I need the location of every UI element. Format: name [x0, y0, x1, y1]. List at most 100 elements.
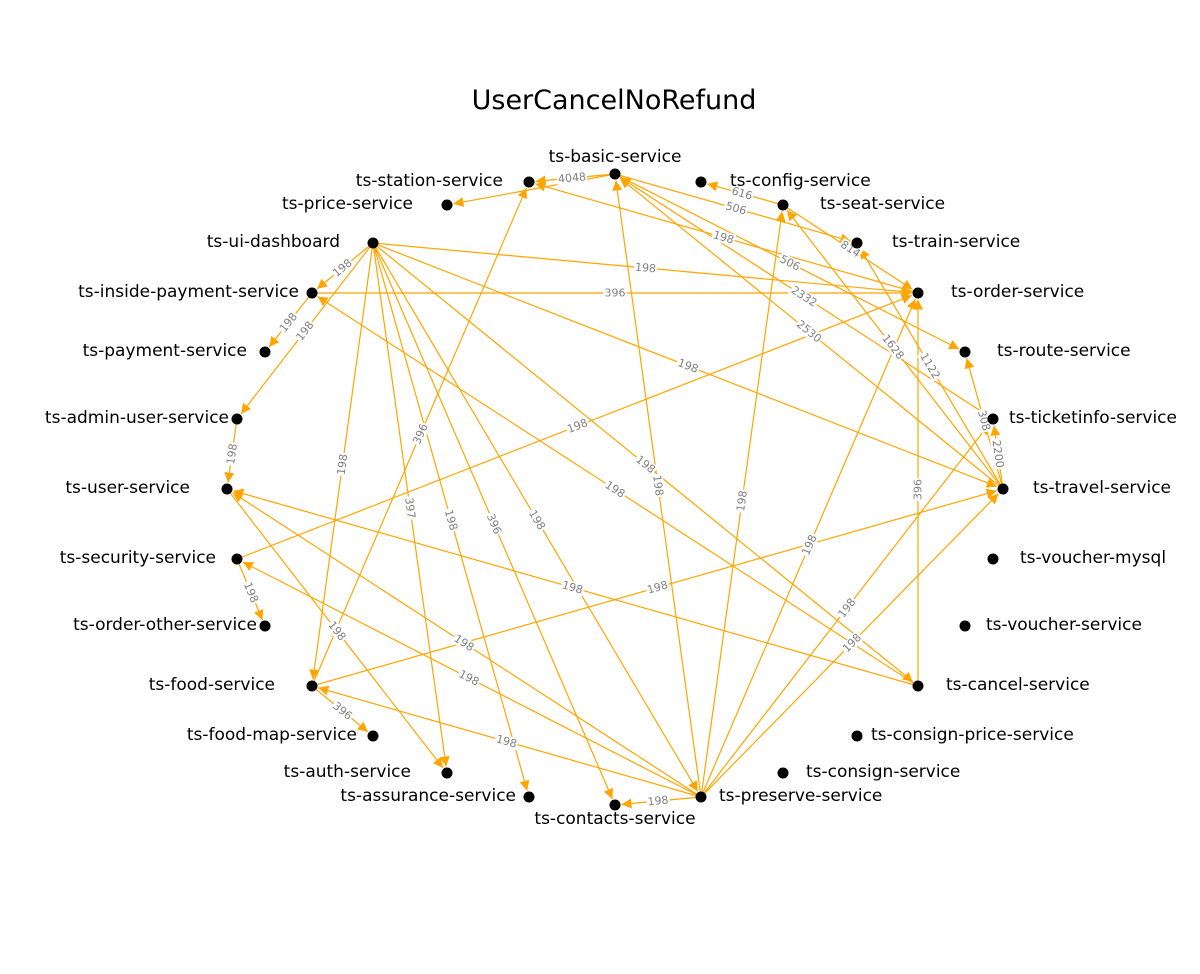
edge-label-background [334, 452, 351, 477]
edge-label-background [224, 441, 240, 467]
edge-label-background [564, 416, 591, 436]
node-contacts [609, 799, 621, 811]
edge-label-group: 198 [334, 452, 351, 477]
node-cancel [912, 680, 924, 692]
edge-label-group: 198 [525, 507, 549, 533]
edge-label-preserve-to-basic: 198 [650, 474, 666, 497]
edge-label-background [729, 184, 755, 203]
node-label-insidepay: ts-inside-payment-service [78, 282, 299, 302]
node-label-ui: ts-ui-dashboard [207, 232, 340, 252]
edge-label-group: 1122 [917, 350, 943, 382]
edge-label-background [493, 732, 520, 751]
edge-label-travel-to-train: 1122 [917, 351, 942, 382]
edge-label-ui-to-admin: 198 [293, 319, 316, 344]
edge-label-group: 396 [603, 287, 627, 300]
edge-label-group: 198 [493, 732, 520, 751]
edge-label-background [456, 667, 482, 689]
edge-label-background [525, 507, 549, 533]
edge-label-group: 198 [325, 618, 349, 644]
edge-label-ui-to-food: 198 [335, 453, 351, 476]
edge-label-cancel-to-insidepay: 198 [603, 478, 628, 500]
edge-label-background [442, 507, 460, 533]
edge-label-seat-to-config: 616 [730, 184, 754, 202]
edge-label-group: 198 [835, 595, 859, 621]
edge-label-admin-to-user: 198 [224, 443, 240, 466]
node-route [959, 346, 971, 358]
edge-label-travel-to-ticketinfo: 2200 [990, 439, 1007, 469]
node-label-security: ts-security-service [60, 548, 216, 568]
edge-label-preserve-to-ticketinfo: 198 [835, 596, 858, 621]
node-label-ticketinfo: ts-ticketinfo-service [1009, 408, 1177, 428]
edge-label-background [632, 452, 659, 477]
edge-label-group: 397 [402, 495, 418, 521]
edge-label-background [410, 421, 431, 447]
edge-label-background [241, 579, 261, 606]
edge-label-group: 198 [645, 793, 671, 809]
edge-label-group: 2530 [793, 317, 825, 346]
node-label-order: ts-order-service [951, 282, 1084, 302]
edge-label-group: 198 [675, 356, 701, 376]
node-label-food: ts-food-service [149, 675, 275, 695]
edge-label-ui-to-auth: 397 [402, 497, 418, 520]
edge-label-background [329, 256, 356, 280]
node-label-route: ts-route-service [997, 341, 1131, 361]
node-price [441, 199, 453, 211]
node-label-payment: ts-payment-service [83, 341, 247, 361]
node-vmysql [987, 553, 999, 565]
edge-label-group: 198 [224, 441, 240, 467]
node-label-preserve: ts-preserve-service [719, 786, 882, 806]
node-label-user: ts-user-service [65, 478, 190, 498]
node-foodmap [367, 730, 379, 742]
edge-label-group: 2200 [989, 438, 1007, 470]
edge-label-basic-to-station: 4048 [557, 170, 586, 186]
edge-label-group: 396 [329, 699, 356, 723]
node-security [231, 553, 243, 565]
edge-label-background [276, 309, 301, 336]
nodes-layer: ts-basic-service ts-station-service ts-con… [45, 147, 1177, 829]
edge-label-background [325, 618, 349, 644]
node-assurance [523, 791, 535, 803]
edge-label-group: 2332 [788, 283, 820, 310]
edge-label-background [837, 237, 864, 261]
edge-label-background [879, 331, 907, 363]
edge-label-group: 506 [723, 199, 749, 218]
edge-label-group: 396 [410, 421, 431, 447]
edge-label-background [602, 478, 628, 501]
edge-labels-layer: 4048506506616814198253016281122308220023… [224, 170, 1007, 809]
edge-label-background [483, 511, 505, 537]
node-train [851, 237, 863, 249]
node-orderother [259, 620, 271, 632]
edge-label-group: 198 [799, 532, 820, 558]
edge-label-background [329, 699, 356, 723]
edge-label-group: 198 [442, 507, 460, 533]
node-basic [609, 168, 621, 180]
edge-label-group: 198 [559, 578, 586, 597]
edge-label-background [633, 260, 658, 276]
graph-title: UserCancelNoRefund [472, 85, 757, 116]
node-label-contacts: ts-contacts-service [534, 809, 695, 829]
edge-label-group: 506 [777, 252, 803, 274]
node-payment [259, 346, 271, 358]
edge-label-cancel-to-user: 198 [561, 578, 585, 596]
edge-label-background [799, 532, 820, 558]
edge-label-background [989, 438, 1007, 470]
node-label-voucher: ts-voucher-service [986, 615, 1142, 635]
edge-label-ui-to-order: 198 [634, 261, 656, 276]
edge-label-group: 396 [483, 511, 505, 537]
node-label-assurance: ts-assurance-service [340, 786, 516, 806]
edge-label-background [556, 170, 588, 186]
edge-label-basic-to-train: 506 [724, 199, 748, 217]
node-label-train: ts-train-service [892, 232, 1020, 252]
edge-label-preserve-to-seat: 198 [734, 490, 750, 513]
edge-label-group: 396 [912, 478, 925, 501]
node-order [912, 287, 924, 299]
edge-label-group: 198 [456, 667, 482, 689]
node-label-cancel: ts-cancel-service [946, 675, 1090, 695]
node-label-orderother: ts-order-other-service [73, 615, 257, 635]
edge-label-background [675, 356, 701, 376]
edge-label-group: 198 [632, 452, 659, 477]
edge-label-background [645, 793, 671, 809]
edge-label-background [402, 495, 418, 521]
edge-label-order-to-station: 198 [712, 228, 736, 246]
